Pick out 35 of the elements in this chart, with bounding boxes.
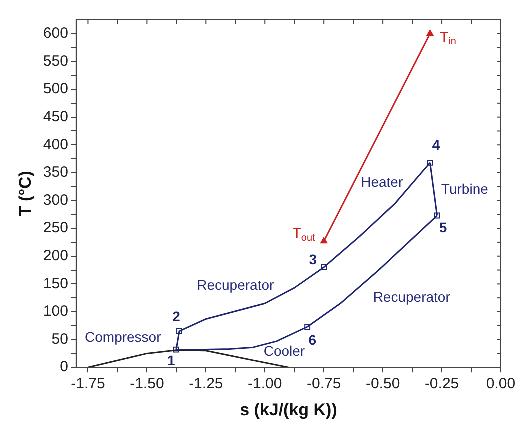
y-axis-title: T (°C) [16,171,35,217]
y-tick-label: 350 [43,164,68,182]
y-tick-label: 450 [43,108,68,126]
annotation: Compressor [85,328,162,345]
y-tick-label: 150 [43,275,68,292]
y-tick-label: 200 [43,248,68,265]
x-tick-label: -0.75 [306,376,342,393]
y-tick-label: 400 [43,136,68,154]
annotation: 6 [308,332,317,348]
y-tick-label: 550 [43,52,68,70]
x-tick-label: -0.25 [424,376,460,393]
y-tick-label: 0 [60,358,68,376]
x-tick-label: -1.25 [189,376,224,393]
annotation: Cooler [264,342,306,359]
text: -1.00 [248,376,282,393]
annotation: Recuperator [373,288,451,305]
annotation: 1 [168,352,176,369]
y-tick-label: 50 [52,330,68,348]
annotation: 4 [432,136,440,153]
annotation: 2 [172,308,181,324]
annotation: 5 [439,220,448,236]
text: 0.00 [486,376,516,393]
text: -1.50 [130,376,164,393]
x-tick-label: -1.75 [71,376,106,393]
annotation: Turbine [441,181,489,198]
annotation: Heater [361,174,404,190]
y-tick-label: 300 [43,192,68,209]
y-tick-label: 500 [43,80,68,98]
y-tick-label: 600 [43,25,68,42]
annotation: 3 [309,251,318,268]
y-tick-label: 250 [43,220,68,237]
annotation: Recuperator [197,276,274,293]
x-axis-title: s (kJ/(kg K)) [240,400,338,420]
text: -0.50 [366,376,400,393]
y-tick-label: 100 [43,303,68,320]
